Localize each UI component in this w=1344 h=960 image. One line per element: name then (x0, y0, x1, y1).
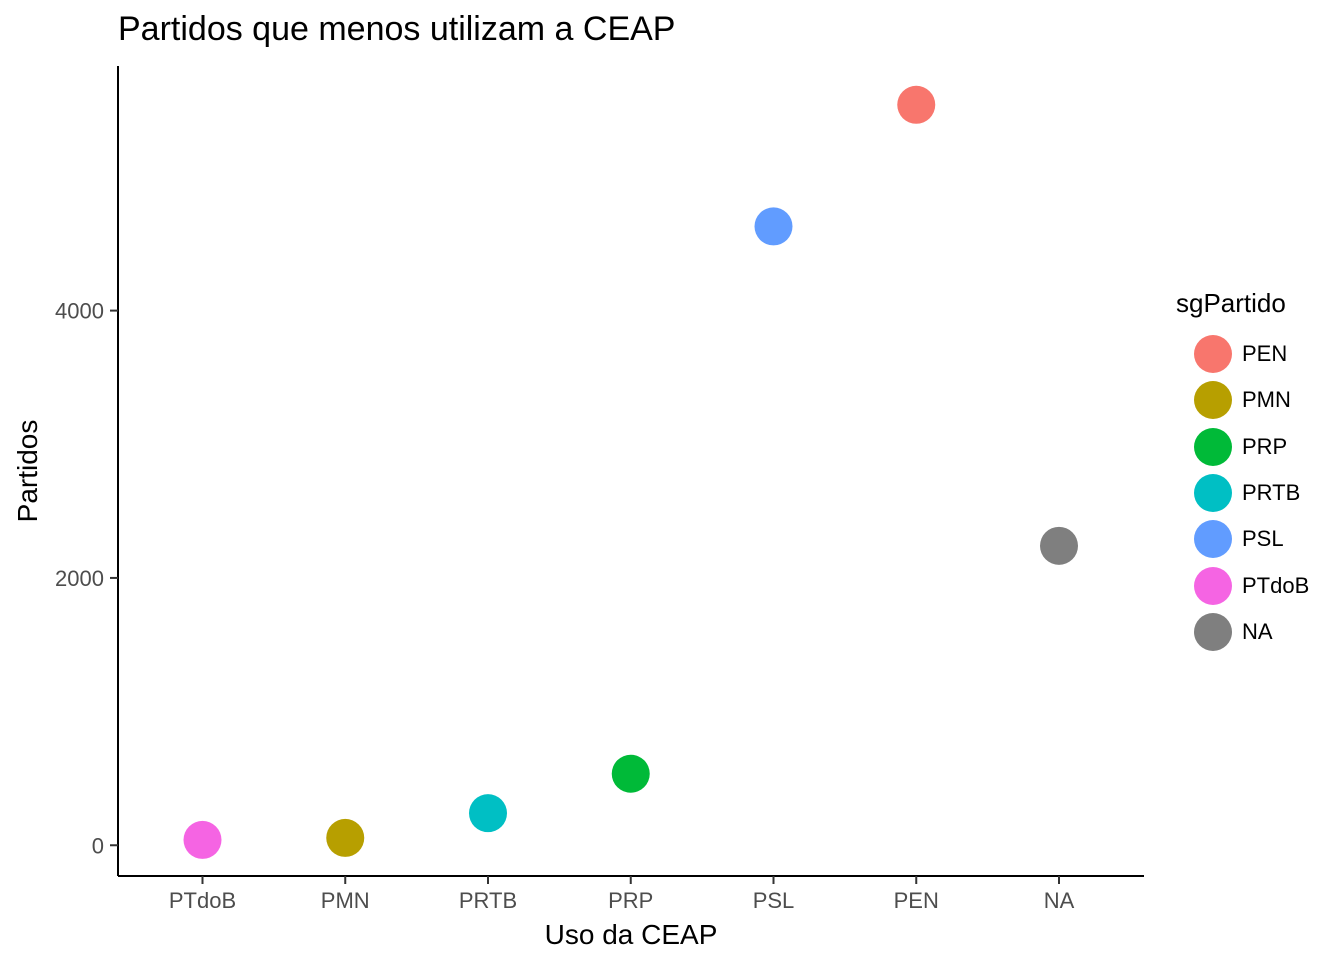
axes (117, 66, 1144, 877)
legend-items: PEN PMN PRP PRTB PSL PTdoB NA (1176, 331, 1309, 655)
y-ticks: 0 2000 4000 (55, 299, 118, 858)
data-point-prp (611, 754, 650, 793)
legend-swatch (1194, 520, 1232, 559)
data-point-na (1040, 526, 1078, 565)
x-tick-label: PTdoB (169, 888, 236, 913)
x-tick-label: PRP (608, 888, 653, 913)
legend-label: PRTB (1242, 480, 1301, 506)
y-axis-label: Partidos (12, 420, 43, 523)
chart-title: Partidos que menos utilizam a CEAP (118, 10, 676, 48)
x-tick-label: PMN (321, 888, 370, 913)
data-point-prtb (469, 794, 507, 833)
legend-item-pen: PEN (1176, 331, 1309, 377)
data-point-ptdob (183, 820, 222, 859)
legend: sgPartido PEN PMN PRP PRTB PSL PTdoB NA (1176, 288, 1309, 655)
legend-swatch (1194, 427, 1232, 466)
legend-label: PEN (1242, 341, 1288, 367)
data-point-pen (897, 85, 936, 124)
x-tick-label: PRTB (459, 888, 517, 913)
legend-label: PMN (1242, 387, 1291, 413)
data-points (183, 85, 1078, 859)
x-tick-label: PEN (894, 888, 939, 913)
legend-swatch (1194, 566, 1232, 605)
legend-swatch (1194, 335, 1232, 374)
data-point-pmn (326, 818, 365, 857)
x-tick-label: PSL (753, 888, 795, 913)
legend-label: NA (1242, 618, 1273, 644)
legend-title: sgPartido (1176, 288, 1286, 318)
x-tick-label: NA (1044, 888, 1075, 913)
legend-item-ptdob: PTdoB (1176, 562, 1309, 608)
legend-item-pmn: PMN (1176, 377, 1309, 423)
legend-label: PTdoB (1242, 572, 1310, 598)
legend-item-prtb: PRTB (1176, 470, 1309, 516)
y-tick-label: 4000 (55, 299, 104, 324)
x-ticks: PTdoB PMN PRTB PRP PSL PEN NA (169, 876, 1075, 913)
y-tick-label: 0 (92, 833, 104, 858)
legend-item-na: NA (1176, 609, 1309, 655)
legend-swatch (1194, 474, 1232, 513)
data-point-psl (754, 207, 793, 246)
legend-swatch (1194, 381, 1232, 420)
legend-label: PRP (1242, 433, 1288, 459)
legend-label: PSL (1242, 526, 1284, 552)
x-axis-label: Uso da CEAP (545, 919, 718, 950)
legend-swatch (1194, 612, 1232, 651)
legend-item-prp: PRP (1176, 424, 1309, 470)
legend-item-psl: PSL (1176, 516, 1309, 562)
y-tick-label: 2000 (55, 566, 104, 591)
